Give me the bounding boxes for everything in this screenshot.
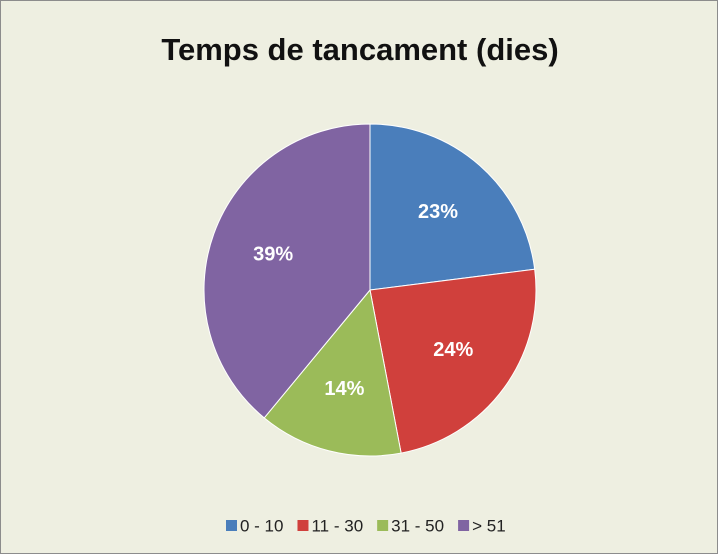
- legend-swatch: [458, 520, 470, 531]
- legend-label: 0 - 10: [240, 516, 283, 535]
- legend-swatch: [226, 520, 237, 531]
- data-label: 39%: [253, 243, 293, 265]
- legend-label: > 51: [472, 516, 506, 535]
- pie-slice: [369, 123, 536, 291]
- pie-slice: [369, 268, 537, 454]
- legend-label: 11 - 30: [311, 516, 363, 535]
- data-label: 14%: [324, 378, 364, 400]
- pie-slice: [263, 288, 402, 457]
- data-label: 24%: [433, 339, 473, 361]
- legend-swatch: [377, 520, 389, 531]
- data-label: 23%: [418, 201, 458, 223]
- pie-slice: [203, 123, 371, 419]
- chart-title: Temps de tancament (dies): [161, 32, 558, 67]
- legend-label: 31 - 50: [391, 516, 444, 535]
- legend-swatch: [297, 520, 309, 531]
